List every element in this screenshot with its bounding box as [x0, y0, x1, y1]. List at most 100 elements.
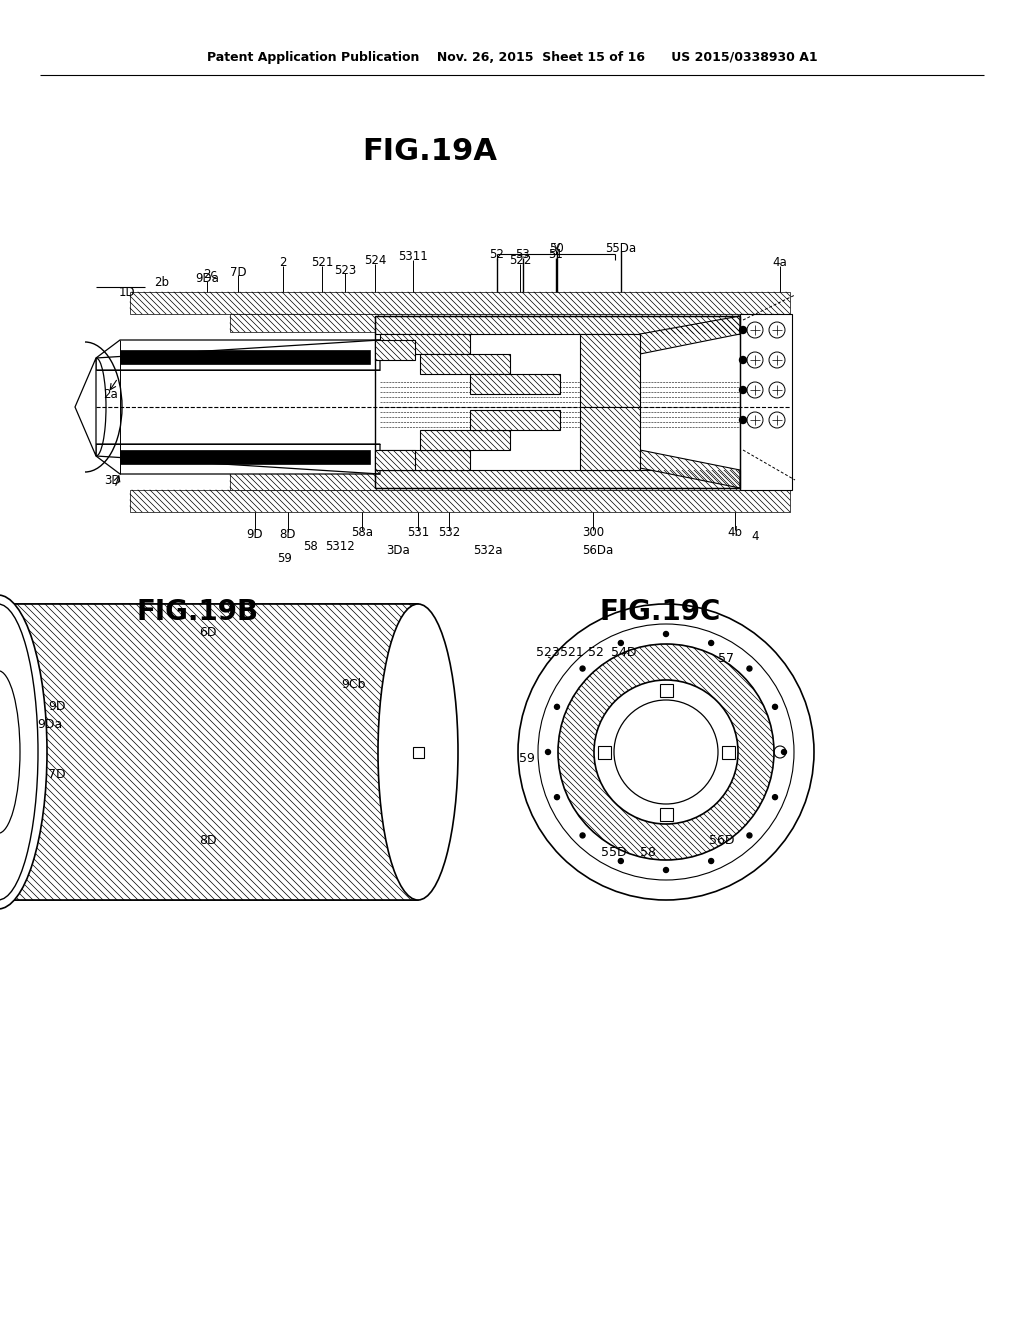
Circle shape — [618, 858, 624, 863]
Text: 59: 59 — [519, 751, 535, 764]
Polygon shape — [75, 358, 96, 455]
Text: 6D: 6D — [200, 626, 217, 639]
Bar — [722, 746, 735, 759]
Circle shape — [709, 640, 714, 645]
Bar — [660, 684, 673, 697]
Text: 55D: 55D — [601, 846, 627, 858]
Circle shape — [580, 667, 585, 671]
Text: 2c: 2c — [203, 268, 217, 281]
Circle shape — [614, 700, 718, 804]
Text: 2a: 2a — [102, 388, 118, 401]
Bar — [120, 450, 370, 465]
Bar — [598, 746, 611, 759]
Text: 50: 50 — [550, 242, 564, 255]
Circle shape — [664, 867, 669, 873]
Polygon shape — [375, 470, 740, 488]
Text: 59: 59 — [278, 552, 293, 565]
Text: 523: 523 — [334, 264, 356, 276]
Text: 1D: 1D — [119, 285, 135, 298]
Polygon shape — [580, 334, 640, 407]
Text: 4: 4 — [752, 531, 759, 544]
Polygon shape — [375, 341, 415, 360]
Text: 5312: 5312 — [326, 540, 355, 553]
Circle shape — [772, 795, 777, 800]
Polygon shape — [470, 374, 560, 393]
Circle shape — [781, 750, 786, 755]
Circle shape — [664, 631, 669, 636]
Circle shape — [739, 387, 746, 393]
Text: 57: 57 — [718, 652, 734, 664]
Polygon shape — [470, 411, 560, 430]
Circle shape — [746, 833, 752, 838]
Bar — [413, 747, 424, 758]
Text: 521: 521 — [311, 256, 333, 269]
Polygon shape — [420, 430, 510, 450]
Text: 532a: 532a — [473, 544, 503, 557]
Text: 55Da: 55Da — [605, 242, 637, 255]
Text: 5311: 5311 — [398, 251, 428, 264]
Polygon shape — [640, 450, 740, 488]
Circle shape — [618, 640, 624, 645]
Circle shape — [558, 644, 774, 861]
Ellipse shape — [0, 595, 47, 909]
Text: 4b: 4b — [727, 527, 742, 540]
Text: 52: 52 — [489, 248, 505, 261]
Polygon shape — [380, 334, 470, 354]
Polygon shape — [375, 315, 740, 334]
Text: 523: 523 — [537, 645, 560, 659]
Circle shape — [739, 417, 746, 424]
Text: 3Da: 3Da — [386, 544, 410, 557]
Text: 2b: 2b — [155, 276, 170, 289]
Text: 9D: 9D — [48, 700, 66, 713]
Text: 51: 51 — [549, 248, 563, 261]
Polygon shape — [580, 407, 640, 470]
Circle shape — [746, 667, 752, 671]
Text: 3D: 3D — [103, 474, 120, 487]
Circle shape — [554, 795, 559, 800]
Polygon shape — [640, 315, 740, 354]
Circle shape — [546, 750, 551, 755]
Polygon shape — [96, 444, 380, 474]
Polygon shape — [420, 354, 510, 374]
Text: 56D: 56D — [710, 833, 735, 846]
Text: 58a: 58a — [351, 527, 373, 540]
Text: 58: 58 — [303, 540, 317, 553]
Bar — [130, 490, 790, 512]
Text: 56Da: 56Da — [583, 544, 613, 557]
Text: 532: 532 — [438, 527, 460, 540]
Text: 9Da: 9Da — [195, 272, 219, 285]
Text: 8D: 8D — [200, 833, 217, 846]
Text: Patent Application Publication    Nov. 26, 2015  Sheet 15 of 16      US 2015/033: Patent Application Publication Nov. 26, … — [207, 50, 817, 63]
Bar — [230, 473, 785, 490]
Polygon shape — [380, 450, 470, 470]
Bar — [660, 808, 673, 821]
Bar — [120, 350, 370, 364]
Text: 300: 300 — [582, 527, 604, 540]
Circle shape — [772, 705, 777, 709]
Polygon shape — [96, 341, 380, 370]
Text: 521: 521 — [560, 645, 584, 659]
Text: 7D: 7D — [48, 768, 66, 781]
Circle shape — [739, 326, 746, 334]
Text: 58: 58 — [640, 846, 656, 858]
Text: FIG.19B: FIG.19B — [137, 598, 259, 626]
Text: FIG.19A: FIG.19A — [362, 137, 498, 166]
Circle shape — [554, 705, 559, 709]
Bar — [130, 292, 790, 314]
Ellipse shape — [0, 671, 20, 833]
Bar — [740, 314, 792, 490]
Text: 522: 522 — [509, 255, 531, 268]
Circle shape — [538, 624, 794, 880]
Text: 8D: 8D — [280, 528, 296, 541]
Circle shape — [709, 858, 714, 863]
Text: 524: 524 — [364, 255, 386, 268]
Polygon shape — [375, 450, 415, 470]
Circle shape — [518, 605, 814, 900]
Circle shape — [580, 833, 585, 838]
Text: 53: 53 — [516, 248, 530, 261]
Bar — [230, 314, 785, 333]
Text: 4a: 4a — [773, 256, 787, 269]
Bar — [0, 605, 418, 900]
Text: 531: 531 — [407, 527, 429, 540]
Text: FIG.19C: FIG.19C — [599, 598, 721, 626]
